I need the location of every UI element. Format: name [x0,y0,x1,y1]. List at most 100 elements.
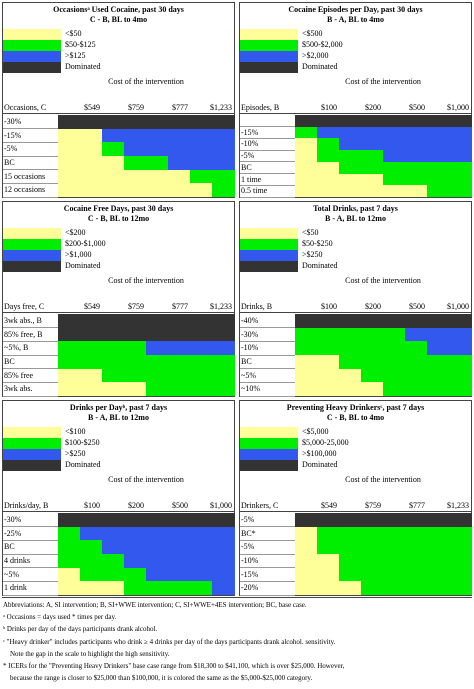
grid-cell [427,368,450,383]
row-label: -25% [4,528,22,538]
grid-cell [427,314,450,329]
grid-cell [190,382,213,397]
grid-cell [317,581,340,596]
grid-cell [383,161,406,175]
grid-cell [102,142,125,157]
row-rule [240,580,295,582]
column-label: $100 [84,501,100,510]
column-label: $759 [365,501,381,510]
column-label: $100 [321,302,337,311]
grid-cell [339,161,362,175]
grid-cell [190,540,213,555]
grid-cell [383,150,406,163]
axis-label: Drinks, B [241,302,273,311]
grid-cell [383,526,406,541]
row-rule [240,340,295,342]
grid-cell [449,150,472,163]
legend-swatch [3,228,61,239]
grid-cell [80,355,103,370]
grid-cell [405,173,428,186]
grid-cell [361,161,384,175]
panel-title: Cocaine Episodes per Day, past 30 days [288,5,423,14]
legend-swatch [240,427,298,438]
grid-cell [124,368,147,383]
grid-cell [80,183,103,198]
row-label: -15% [4,130,22,140]
grid-cell [146,314,169,329]
grid-cell [80,115,103,130]
row-label: 4 drinks [4,556,30,565]
column-label: $500 [409,302,425,311]
legend-swatch [240,250,298,261]
column-label: $200 [128,501,144,510]
column-label: $777 [172,302,188,311]
grid-cell [146,554,169,569]
panel-subtitle: B - A, BL to 12mo [88,413,149,422]
column-label: $1,000 [447,103,469,112]
footnote: ᵇ Drinks per day of the days participant… [3,625,158,634]
grid-cell [361,115,384,128]
row-rule [240,354,295,355]
row-label: -10% [241,139,259,149]
grid-cell [124,156,147,171]
grid-cell [168,368,191,383]
grid-cell [449,540,472,555]
legend-label: <$500 [302,29,323,38]
grid-cell [383,341,406,356]
grid-cell [449,314,472,329]
grid-cell [124,567,147,582]
grid-cell [295,138,318,151]
panel-title: Preventing Heavy Drinkersᶜ, past 7 days [286,403,425,412]
legend-swatch [240,40,298,51]
legend-swatch [240,29,298,40]
panel-subtitle: C - B, BL to 4mo [326,413,385,422]
grid-cell [339,115,362,128]
grid-cell [124,115,147,130]
grid-cell [449,554,472,569]
grid-cell [449,115,472,128]
legend-swatch [240,460,298,471]
panel: Drinks per Dayᵇ, past 7 days B - A, BL to… [2,400,235,596]
grid-cell [146,183,169,198]
grid-cell [427,526,450,541]
column-label: $1,000 [210,501,232,510]
grid-cell [168,314,191,329]
legend-label: >$2,000 [302,51,329,60]
grid-cell [168,554,191,569]
grid-cell [339,150,362,163]
grid-cell [102,382,125,397]
row-label: ~5% [241,370,256,380]
grid-cell [58,156,81,171]
grid-cell [317,554,340,569]
row-label: 3wk abs. [4,384,33,394]
row-label: BC* [241,528,256,538]
row-rule [3,141,58,143]
grid-cell [405,126,428,139]
row-label: -15% [241,569,259,579]
grid-cell [449,126,472,139]
grid-cell [361,185,384,198]
grid-cell [212,314,235,329]
grid-cell [102,327,125,342]
grid-cell [58,540,81,555]
row-label: -5% [241,151,255,161]
grid-cell [124,513,147,528]
legend-label: $200-$1,000 [65,239,106,248]
row-label: 15 occasions [4,171,46,181]
legend-label: >$100,000 [302,449,337,458]
legend-swatch [3,427,61,438]
grid-cell [383,327,406,342]
row-rule [240,173,295,174]
legend-label: <$5,000 [302,427,329,436]
grid-cell [383,368,406,383]
grid-cell [449,341,472,356]
grid-cell [339,138,362,151]
grid-cell [58,128,81,143]
grid-cell [190,554,213,569]
grid-cell [449,382,472,397]
grid-cell [427,567,450,582]
grid-cell [383,314,406,329]
grid-cell [212,567,235,582]
legend-label: <$50 [65,29,82,38]
footnote: because the range is closer to $25,000 t… [10,674,313,683]
